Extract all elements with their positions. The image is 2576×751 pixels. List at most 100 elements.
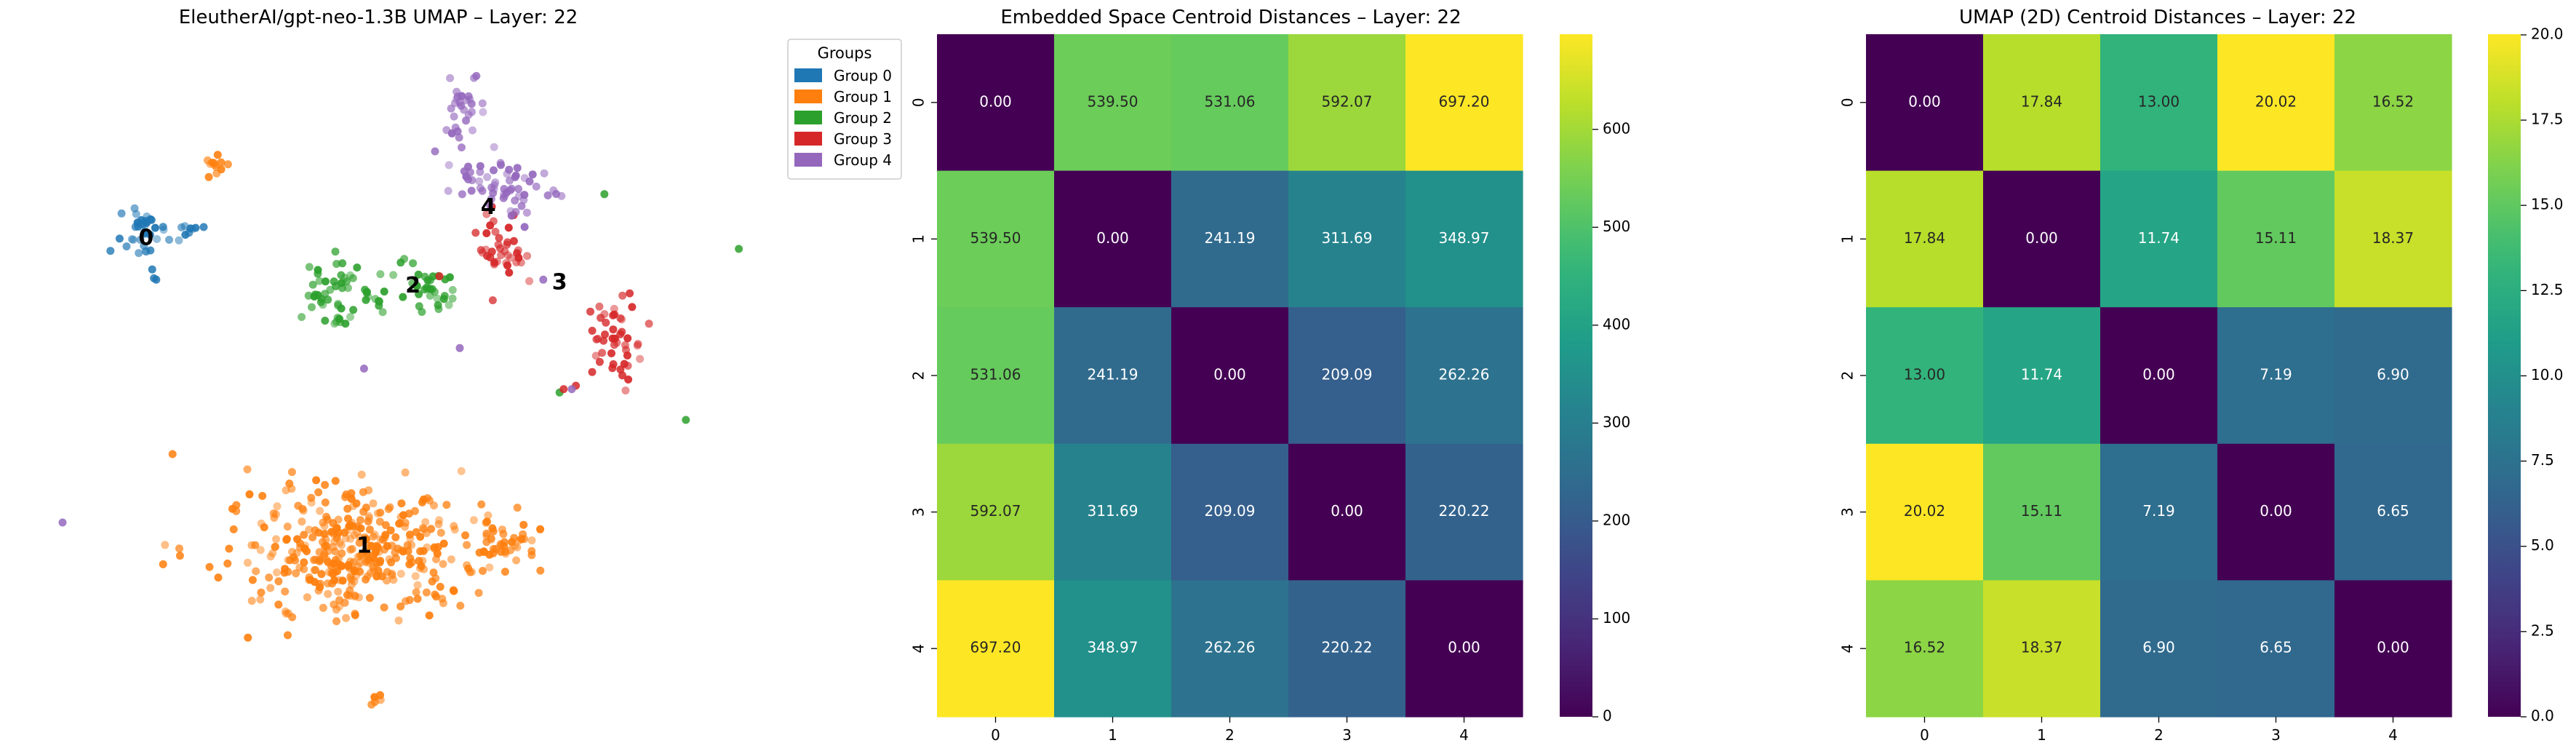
scatter-point [106,247,115,255]
scatter-point [462,116,470,125]
scatter-point [511,207,520,216]
umap-cell-label-4-3: 6.65 [2260,639,2292,656]
scatter-point [539,275,548,284]
scatter-point [517,202,526,210]
scatter-point [543,191,552,199]
scatter-point [324,295,332,304]
scatter-point [175,236,183,245]
scatter-point [490,143,498,151]
embedded-colorbar [1560,34,1592,717]
legend-title: Groups [818,44,872,62]
scatter-point [217,158,226,167]
scatter-point [359,365,368,373]
scatter-point [469,516,478,525]
scatter-point [328,579,336,588]
embedded-colorbar-label-3: 300 [1603,413,1630,431]
embedded-cell-label-3-2: 209.09 [1205,502,1256,520]
scatter-point [376,509,385,517]
scatter-point [320,549,329,558]
scatter-point [258,492,267,500]
scatter-point [181,231,190,239]
legend-entries: Group 0 Group 1 Group 2 Group 3 Group 4 [794,67,892,169]
scatter-point [610,341,618,349]
scatter-point [244,558,252,567]
scatter-point [321,480,330,489]
scatter-point [388,541,396,550]
scatter-point [331,477,340,485]
embedded-cell-0-2 [1171,34,1289,172]
scatter-point [528,170,537,179]
scatter-point [355,593,363,602]
scatter-point [735,245,743,253]
scatter-point [597,314,605,322]
umap-cell-0-3 [2217,34,2335,172]
embedded-cell-2-0 [937,307,1055,445]
scatter-point [468,126,476,135]
umap-cell-label-4-2: 6.90 [2142,639,2175,656]
embedded-cell-4-4 [1405,580,1523,718]
scatter-point [394,616,403,625]
scatter-point [323,515,332,524]
scatter-point [483,172,492,181]
scatter-point [321,317,330,325]
embedded-cell-0-0 [937,34,1055,172]
scatter-points [58,71,743,709]
scatter-point [341,319,350,328]
scatter-point [532,182,541,191]
umap-cell-3-2 [2100,443,2218,581]
scatter-point [486,221,495,230]
scatter-point [334,587,343,596]
scatter-point [511,173,519,181]
scatter-point [140,242,148,250]
scatter-point [610,334,619,343]
embedded-cell-1-1 [1054,170,1172,308]
scatter-point [308,303,316,311]
embedded-cell-label-3-0: 592.07 [970,502,1021,520]
scatter-point [365,594,374,603]
legend-swatch-group-0 [794,68,822,82]
scatter-point [455,343,464,352]
scatter-point [143,218,151,227]
scatter-point [405,560,414,568]
embedded-cell-label-2-3: 209.09 [1322,366,1373,384]
umap-colorbar-label-0: 0.0 [2531,707,2554,725]
scatter-point [281,587,290,596]
scatter-point [378,572,386,581]
embedded-cell-label-2-0: 531.06 [970,366,1021,384]
scatter-point [453,92,462,101]
scatter-point [376,691,384,699]
scatter-point [435,272,444,281]
scatter-point [623,334,632,343]
scatter-point [331,556,340,564]
scatter-point [499,530,508,539]
scatter-point [308,280,317,289]
scatter-point [256,546,265,555]
scatter-point [346,573,355,581]
umap-cell-label-1-1: 0.00 [2025,229,2058,247]
embedded-cell-label-4-0: 697.20 [970,639,1021,656]
scatter-point [458,190,466,199]
umap-cell-label-3-3: 0.00 [2260,502,2292,520]
umap-cell-label-3-2: 7.19 [2142,502,2175,520]
embedded-ytick-label-0: 0 [910,98,928,107]
scatter-point [380,533,389,542]
scatter-point [365,525,374,534]
scatter-point [513,164,522,172]
scatter-point [266,584,275,592]
embedded-cell-label-2-2: 0.00 [1213,366,1246,384]
embedded-distance-heatmap: Embedded Space Centroid Distances – Laye… [910,7,1631,744]
scatter-point [645,319,653,328]
scatter-point [602,318,610,327]
scatter-point [290,553,298,562]
scatter-point [332,524,341,533]
scatter-point [199,223,208,231]
scatter-point [450,112,458,121]
embedded-colorbar-label-6: 600 [1603,119,1630,137]
embedded-cell-label-0-2: 531.06 [1205,92,1256,110]
scatter-point [321,277,330,286]
embedded-ytick-label-1: 1 [910,234,928,244]
umap-cell-label-1-0: 17.84 [1904,229,1945,247]
scatter-point [346,545,355,554]
scatter-point [376,270,385,279]
scatter-point [188,225,197,233]
